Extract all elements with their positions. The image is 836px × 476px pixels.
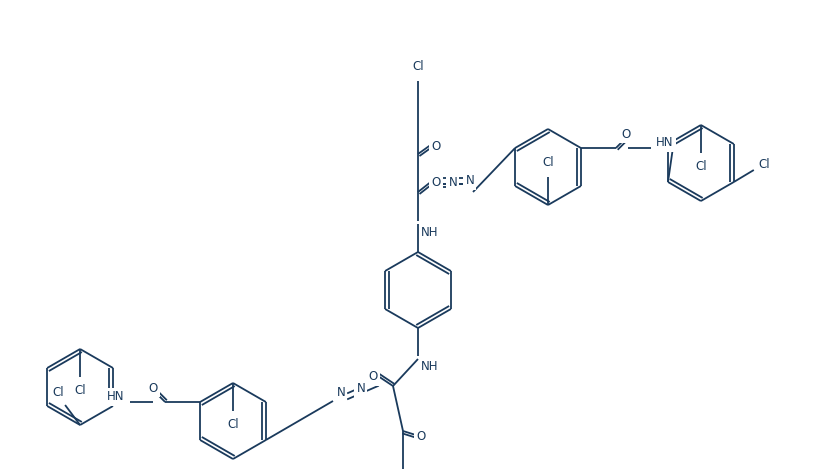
Text: N: N [356,383,365,396]
Text: O: O [148,381,157,395]
Text: O: O [368,370,377,384]
Text: O: O [620,128,630,140]
Text: Cl: Cl [694,160,706,173]
Text: N: N [336,387,345,399]
Text: HN: HN [107,390,125,404]
Text: O: O [415,429,426,443]
Text: N: N [465,175,474,188]
Text: Cl: Cl [227,418,238,432]
Text: O: O [431,139,440,152]
Text: NH: NH [421,359,438,373]
Text: Cl: Cl [542,157,553,169]
Text: NH: NH [421,226,438,238]
Text: O: O [431,176,440,188]
Text: Cl: Cl [52,387,64,399]
Text: Cl: Cl [74,385,86,397]
Text: HN: HN [655,137,673,149]
Text: Cl: Cl [757,158,769,170]
Text: Cl: Cl [411,60,423,73]
Text: N: N [448,176,456,188]
